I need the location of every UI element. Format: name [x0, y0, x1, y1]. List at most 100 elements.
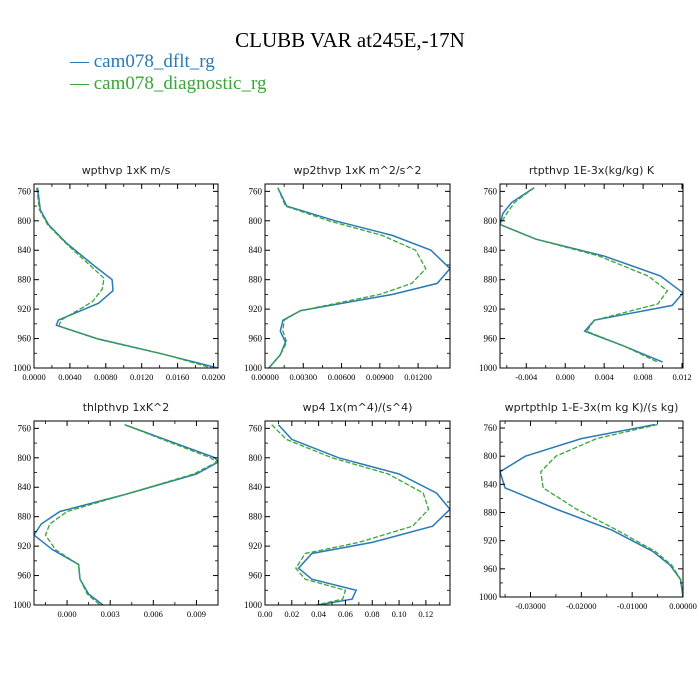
- y-tick-label: 960: [484, 334, 498, 344]
- x-tick-label: 0.003: [101, 609, 120, 619]
- x-tick-label: 0.06: [338, 609, 353, 619]
- chart-panel-1: wpthvp 1xK m/s76080084088092096010000.00…: [13, 164, 225, 382]
- panel-title: thlpthvp 1xK^2: [83, 401, 170, 414]
- panel-title: wp4 1x(m^4)/(s^4): [303, 401, 413, 414]
- x-tick-label: 0.0040: [58, 372, 81, 382]
- plot-frame: [499, 183, 684, 369]
- series-line-dflt: [268, 187, 450, 368]
- series-line-dflt: [500, 423, 683, 597]
- x-tick-label: 0.000: [556, 372, 575, 382]
- series-line-dflt: [36, 187, 218, 368]
- series-line-dflt: [277, 424, 450, 605]
- x-tick-label: 0.004: [595, 372, 615, 382]
- x-tick-label: -0.02000: [566, 601, 596, 611]
- panel-title: rtpthvp 1E-3x(kg/kg) K: [529, 164, 655, 177]
- y-tick-label: 1000: [13, 600, 32, 610]
- chart-panel-5: wp4 1x(m^4)/(s^4)76080084088092096010000…: [244, 401, 451, 619]
- panel-title: wpthvp 1xK m/s: [82, 164, 171, 177]
- y-tick-label: 800: [484, 451, 498, 461]
- y-tick-label: 880: [484, 275, 498, 285]
- series-line-diagnostic: [268, 187, 427, 368]
- x-tick-label: 0.0000: [22, 372, 45, 382]
- x-tick-label: -0.01000: [617, 601, 647, 611]
- legend-entry-diagnostic: — cam078_diagnostic_rg: [70, 73, 266, 95]
- y-tick-label: 920: [249, 541, 263, 551]
- y-tick-label: 960: [484, 564, 498, 574]
- legend-label-diagnostic: cam078_diagnostic_rg: [93, 73, 267, 94]
- x-tick-label: 0.10: [392, 609, 407, 619]
- chart-panel-3: rtpthvp 1E-3x(kg/kg) K 760 800 840 880 920 960…: [479, 164, 692, 382]
- y-tick-label: 800: [249, 216, 263, 226]
- y-tick-label: 760: [18, 423, 32, 433]
- x-tick-label: 0.000: [58, 609, 77, 619]
- series-line-diagnostic: [500, 187, 669, 363]
- y-tick-label: 920: [484, 304, 498, 314]
- x-tick-label: 0.0120: [130, 372, 153, 382]
- y-tick-label: 960: [18, 334, 32, 344]
- legend-line-icon: —: [70, 73, 94, 94]
- y-tick-label: 1000: [244, 363, 263, 373]
- y-tick-label: 880: [249, 275, 263, 285]
- y-tick-label: 880: [249, 512, 263, 522]
- plot-frame: [33, 183, 219, 369]
- y-tick-label: 840: [249, 245, 263, 255]
- legend-entry-dflt: — cam078_dflt_rg: [70, 51, 215, 73]
- y-tick-label: 760: [249, 186, 263, 196]
- y-tick-label: 920: [249, 304, 263, 314]
- x-tick-label: 0.01200: [404, 372, 432, 382]
- y-tick-label: 800: [18, 453, 32, 463]
- y-tick-label: 1000: [13, 363, 32, 373]
- y-tick-label: 1000: [244, 600, 263, 610]
- y-tick-label: 840: [18, 245, 32, 255]
- y-tick-label: 760: [18, 186, 32, 196]
- x-tick-label: 0.00000: [251, 372, 279, 382]
- x-tick-label: 0.006: [144, 609, 163, 619]
- x-tick-label: 0.0080: [94, 372, 117, 382]
- x-tick-label: 0.04: [311, 609, 327, 619]
- series-line-diagnostic: [36, 187, 212, 368]
- x-tick-label: 0.012: [672, 372, 691, 382]
- chart-panel-6: wprtpthlp 1-E-3x(m kg K)/(s kg) 760 800 840…: [479, 401, 697, 611]
- x-tick-label: 0.00000: [669, 601, 697, 611]
- plot-frame: [264, 420, 451, 606]
- x-tick-label: 0.009: [187, 609, 206, 619]
- y-tick-label: 840: [249, 482, 263, 492]
- chart-title: CLUBB VAR at245E,-17N: [235, 28, 465, 52]
- series-line-dflt: [500, 187, 683, 363]
- y-tick-label: 840: [484, 245, 498, 255]
- y-tick-label: 760: [249, 423, 263, 433]
- y-tick-label: 920: [484, 536, 498, 546]
- x-tick-label: 0.0200: [202, 372, 225, 382]
- legend-label-dflt: cam078_dflt_rg: [93, 51, 215, 72]
- plot-frame: [264, 183, 451, 369]
- chart-panel-4: thlpthvp 1xK^2 760 800 840 880 920 960 1000 0.00…: [13, 401, 219, 619]
- series-line-diagnostic: [44, 424, 218, 605]
- legend-line-icon: —: [70, 51, 94, 72]
- y-tick-label: 960: [18, 571, 32, 581]
- y-tick-label: 800: [18, 216, 32, 226]
- x-tick-label: -0.004: [515, 372, 538, 382]
- x-tick-label: 0.00600: [328, 372, 356, 382]
- x-tick-label: 0.00900: [366, 372, 394, 382]
- series-line-diagnostic: [271, 424, 430, 605]
- y-tick-label: 760: [484, 423, 498, 433]
- y-tick-label: 960: [249, 571, 263, 581]
- x-tick-label: 0.00300: [289, 372, 317, 382]
- y-tick-label: 1000: [479, 592, 498, 602]
- x-tick-label: -0.03000: [515, 601, 545, 611]
- x-tick-label: 0.12: [418, 609, 433, 619]
- plot-frame: [499, 420, 684, 598]
- y-tick-label: 920: [18, 541, 32, 551]
- plot-frame: [33, 420, 219, 606]
- panel-title: wprtpthlp 1-E-3x(m kg K)/(s kg): [505, 401, 679, 414]
- x-tick-label: 0.00: [258, 609, 273, 619]
- x-tick-label: 0.02: [284, 609, 299, 619]
- y-tick-label: 880: [18, 275, 32, 285]
- y-tick-label: 880: [18, 512, 32, 522]
- series-line-diagnostic: [540, 423, 683, 597]
- y-tick-label: 840: [484, 479, 498, 489]
- panel-title: wp2thvp 1xK m^2/s^2: [293, 164, 421, 177]
- y-tick-label: 840: [18, 482, 32, 492]
- y-tick-label: 1000: [479, 363, 498, 373]
